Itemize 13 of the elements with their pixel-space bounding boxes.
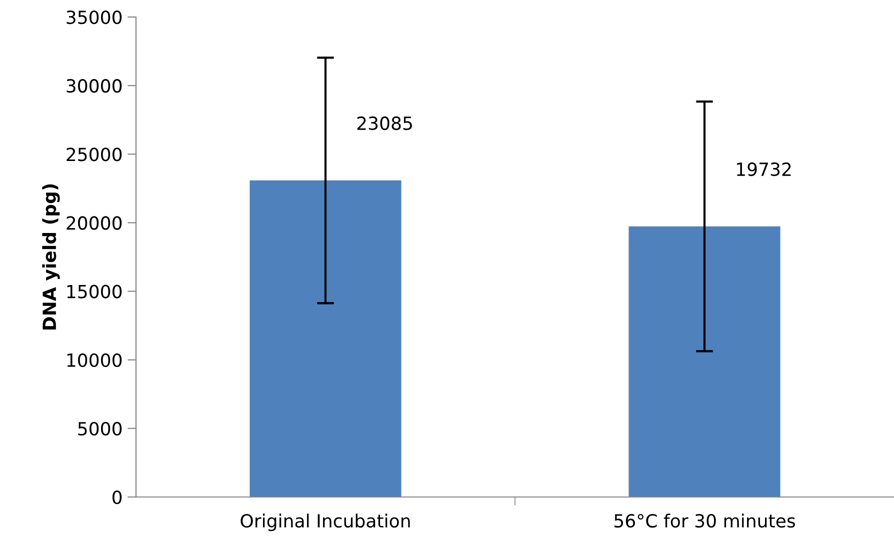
y-tick-label: 10000 [67, 353, 122, 367]
y-axis-title: DNA yield (pg) [42, 184, 60, 330]
y-tick-label: 35000 [66, 10, 122, 24]
y-tick-label: 15000 [67, 284, 122, 298]
data-label: 19732 [737, 162, 791, 176]
y-tick-label: 30000 [66, 79, 122, 93]
data-label: 23085 [357, 116, 412, 130]
x-tick-label: 56°C for 30 minutes [614, 514, 795, 528]
y-tick-label: 0 [112, 490, 122, 504]
y-tick-label: 20000 [66, 216, 122, 230]
y-tick-label: 25000 [66, 148, 122, 162]
x-tick-label: Original Incubation [240, 514, 410, 532]
y-tick-label: 5000 [78, 422, 122, 436]
